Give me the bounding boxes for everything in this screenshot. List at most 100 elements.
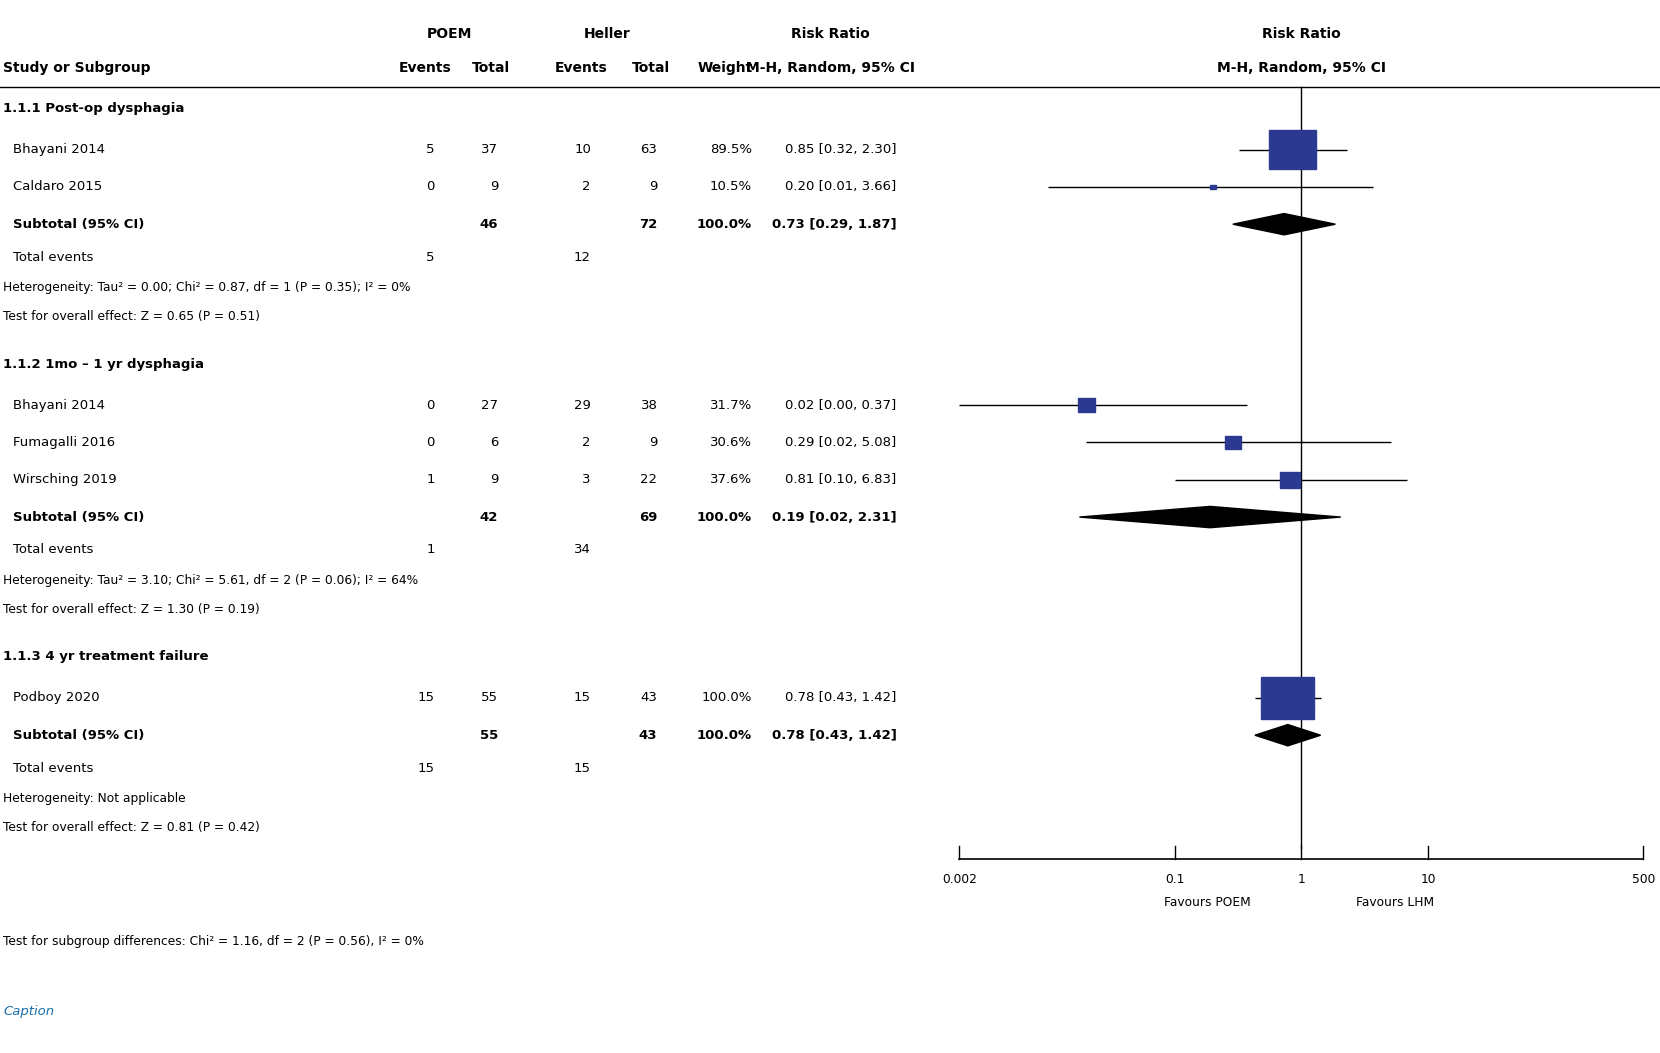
Text: 10.5%: 10.5% — [710, 180, 752, 194]
Text: 22: 22 — [641, 473, 657, 486]
Text: 100.0%: 100.0% — [697, 729, 752, 741]
Text: Test for overall effect: Z = 0.81 (P = 0.42): Test for overall effect: Z = 0.81 (P = 0… — [3, 820, 261, 834]
Bar — [1210, 184, 1215, 190]
Text: 6: 6 — [490, 436, 498, 449]
Text: Weight: Weight — [697, 61, 754, 75]
Bar — [1262, 676, 1315, 719]
Text: 55: 55 — [481, 692, 498, 704]
Text: 0.78 [0.43, 1.42]: 0.78 [0.43, 1.42] — [772, 729, 896, 741]
Text: 100.0%: 100.0% — [702, 692, 752, 704]
Text: 5: 5 — [427, 143, 435, 156]
Bar — [1225, 436, 1242, 449]
Text: Test for overall effect: Z = 1.30 (P = 0.19): Test for overall effect: Z = 1.30 (P = 0… — [3, 602, 261, 616]
Text: Caption: Caption — [3, 1005, 55, 1018]
Text: 9: 9 — [649, 180, 657, 194]
Text: 30.6%: 30.6% — [710, 436, 752, 449]
Text: 1.1.2 1mo – 1 yr dysphagia: 1.1.2 1mo – 1 yr dysphagia — [3, 358, 204, 371]
Text: 43: 43 — [641, 692, 657, 704]
Text: Subtotal (95% CI): Subtotal (95% CI) — [13, 729, 144, 741]
Text: Study or Subgroup: Study or Subgroup — [3, 61, 151, 75]
Polygon shape — [1233, 214, 1335, 235]
Text: Caldaro 2015: Caldaro 2015 — [13, 180, 103, 194]
Text: Risk Ratio: Risk Ratio — [1262, 27, 1341, 41]
Text: 1: 1 — [1298, 873, 1305, 886]
Text: 1.1.3 4 yr treatment failure: 1.1.3 4 yr treatment failure — [3, 651, 209, 663]
Text: 15: 15 — [418, 692, 435, 704]
Text: 9: 9 — [490, 473, 498, 486]
Polygon shape — [1079, 506, 1341, 528]
Text: 0: 0 — [427, 398, 435, 412]
Text: Total: Total — [473, 61, 510, 75]
Text: 0.02 [0.00, 0.37]: 0.02 [0.00, 0.37] — [785, 398, 896, 412]
Text: 2: 2 — [583, 436, 591, 449]
Text: Subtotal (95% CI): Subtotal (95% CI) — [13, 218, 144, 231]
Text: 10: 10 — [574, 143, 591, 156]
Text: 0.81 [0.10, 6.83]: 0.81 [0.10, 6.83] — [785, 473, 896, 486]
Text: 15: 15 — [574, 692, 591, 704]
Text: 500: 500 — [1632, 873, 1655, 886]
Bar — [1280, 472, 1300, 488]
Text: 89.5%: 89.5% — [710, 143, 752, 156]
Text: 100.0%: 100.0% — [697, 218, 752, 231]
Text: 0.78 [0.43, 1.42]: 0.78 [0.43, 1.42] — [785, 692, 896, 704]
Text: 37.6%: 37.6% — [710, 473, 752, 486]
Text: 0.85 [0.32, 2.30]: 0.85 [0.32, 2.30] — [785, 143, 896, 156]
Polygon shape — [1255, 724, 1321, 746]
Text: Favours POEM: Favours POEM — [1164, 896, 1250, 909]
Text: 1: 1 — [427, 473, 435, 486]
Text: 42: 42 — [480, 511, 498, 523]
Text: 2: 2 — [583, 180, 591, 194]
Bar — [1077, 398, 1094, 412]
Text: Wirsching 2019: Wirsching 2019 — [13, 473, 116, 486]
Text: Bhayani 2014: Bhayani 2014 — [13, 143, 105, 156]
Text: 1.1.1 Post-op dysphagia: 1.1.1 Post-op dysphagia — [3, 102, 184, 115]
Text: 0.73 [0.29, 1.87]: 0.73 [0.29, 1.87] — [772, 218, 896, 231]
Bar — [1268, 131, 1316, 168]
Text: POEM: POEM — [427, 27, 473, 41]
Text: Total events: Total events — [13, 543, 93, 556]
Text: Total events: Total events — [13, 761, 93, 775]
Text: 34: 34 — [574, 543, 591, 556]
Text: 72: 72 — [639, 218, 657, 231]
Text: 5: 5 — [427, 251, 435, 263]
Text: Test for subgroup differences: Chi² = 1.16, df = 2 (P = 0.56), I² = 0%: Test for subgroup differences: Chi² = 1.… — [3, 935, 425, 948]
Text: 0.29 [0.02, 5.08]: 0.29 [0.02, 5.08] — [785, 436, 896, 449]
Text: 0: 0 — [427, 180, 435, 194]
Text: Bhayani 2014: Bhayani 2014 — [13, 398, 105, 412]
Text: M-H, Random, 95% CI: M-H, Random, 95% CI — [745, 61, 915, 75]
Text: Test for overall effect: Z = 0.65 (P = 0.51): Test for overall effect: Z = 0.65 (P = 0… — [3, 310, 261, 322]
Text: 43: 43 — [639, 729, 657, 741]
Text: 12: 12 — [574, 251, 591, 263]
Text: 9: 9 — [490, 180, 498, 194]
Text: Total events: Total events — [13, 251, 93, 263]
Text: 1: 1 — [427, 543, 435, 556]
Text: 63: 63 — [641, 143, 657, 156]
Text: 15: 15 — [418, 761, 435, 775]
Text: Subtotal (95% CI): Subtotal (95% CI) — [13, 511, 144, 523]
Text: 31.7%: 31.7% — [710, 398, 752, 412]
Text: Heterogeneity: Tau² = 0.00; Chi² = 0.87, df = 1 (P = 0.35); I² = 0%: Heterogeneity: Tau² = 0.00; Chi² = 0.87,… — [3, 281, 410, 295]
Text: Fumagalli 2016: Fumagalli 2016 — [13, 436, 116, 449]
Text: Heller: Heller — [584, 27, 631, 41]
Text: 29: 29 — [574, 398, 591, 412]
Text: Events: Events — [398, 61, 452, 75]
Text: 69: 69 — [639, 511, 657, 523]
Text: 55: 55 — [480, 729, 498, 741]
Text: 0: 0 — [427, 436, 435, 449]
Text: Favours LHM: Favours LHM — [1356, 896, 1434, 909]
Text: 46: 46 — [480, 218, 498, 231]
Text: 9: 9 — [649, 436, 657, 449]
Text: Total: Total — [632, 61, 669, 75]
Text: 0.20 [0.01, 3.66]: 0.20 [0.01, 3.66] — [785, 180, 896, 194]
Text: 0.002: 0.002 — [941, 873, 978, 886]
Text: 10: 10 — [1421, 873, 1436, 886]
Text: 15: 15 — [574, 761, 591, 775]
Text: Heterogeneity: Tau² = 3.10; Chi² = 5.61, df = 2 (P = 0.06); I² = 64%: Heterogeneity: Tau² = 3.10; Chi² = 5.61,… — [3, 574, 418, 588]
Text: 27: 27 — [481, 398, 498, 412]
Text: Podboy 2020: Podboy 2020 — [13, 692, 100, 704]
Text: M-H, Random, 95% CI: M-H, Random, 95% CI — [1217, 61, 1386, 75]
Text: 37: 37 — [481, 143, 498, 156]
Text: Heterogeneity: Not applicable: Heterogeneity: Not applicable — [3, 793, 186, 806]
Text: Risk Ratio: Risk Ratio — [790, 27, 870, 41]
Text: 0.1: 0.1 — [1165, 873, 1185, 886]
